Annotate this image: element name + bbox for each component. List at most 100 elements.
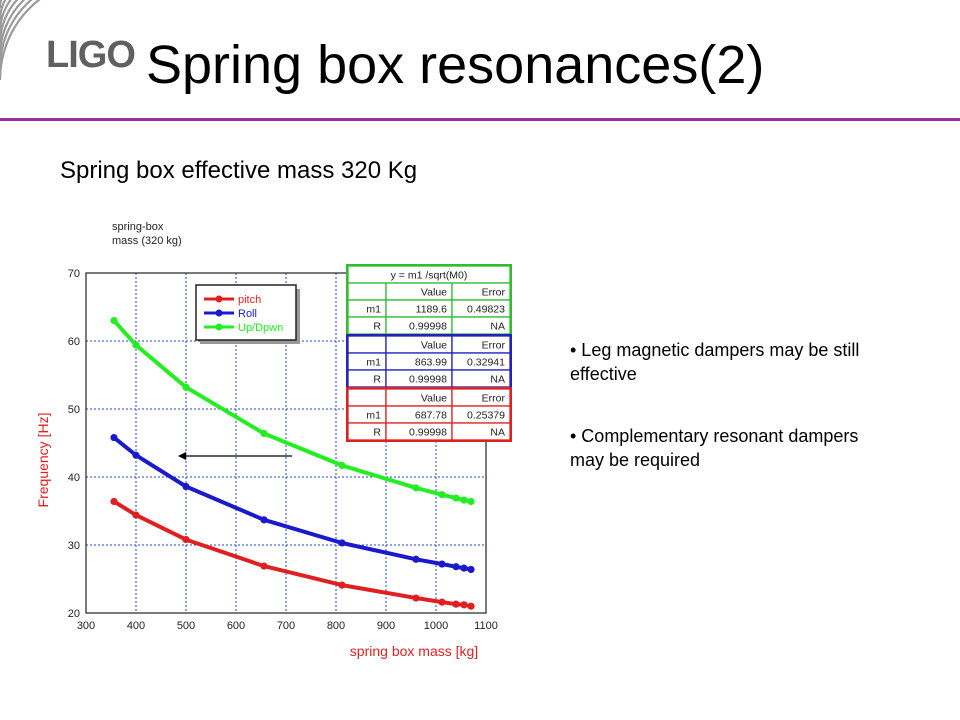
x-tick-label: 300	[77, 620, 95, 632]
data-point	[132, 451, 140, 459]
ligo-logo: LIGO	[46, 34, 136, 76]
data-point	[260, 562, 268, 570]
legend: pitch Roll Up/Dpwn	[195, 284, 300, 344]
fit-table-value: 0.32941	[467, 357, 505, 369]
data-point	[467, 602, 475, 610]
fit-table-header: Value	[421, 340, 447, 352]
series-line-roll	[112, 436, 472, 572]
legend-marker	[215, 295, 223, 303]
fit-table-value: 687.78	[415, 410, 447, 422]
data-point	[412, 484, 420, 492]
data-point	[460, 496, 468, 504]
data-point	[338, 461, 346, 470]
fit-table-value: 0.99998	[409, 427, 447, 439]
data-point	[338, 539, 346, 547]
fit-table-value: R	[373, 427, 381, 439]
data-point	[260, 429, 268, 438]
data-point	[467, 565, 475, 574]
data-point	[132, 341, 140, 349]
fit-table-value: 0.49823	[467, 304, 505, 316]
fit-table-value: m1	[366, 410, 381, 422]
bullet-list: • Leg magnetic dampers may be still effe…	[570, 338, 870, 510]
y-axis: 20 30 40 50 60 70	[68, 268, 80, 620]
fit-table-frame	[346, 387, 512, 442]
x-tick-label: 900	[377, 620, 395, 632]
fit-table-value: m1	[366, 357, 381, 369]
series-line-up-dpwn	[112, 319, 472, 504]
fit-table-value: NA	[490, 374, 505, 386]
legend-marker	[215, 323, 223, 331]
y-axis-label: Frequency [Hz]	[35, 413, 51, 508]
x-tick-label: 1100	[474, 620, 498, 632]
data-point	[110, 433, 118, 442]
data-point	[132, 511, 140, 519]
data-point	[110, 497, 118, 506]
fit-table-value: 0.99998	[409, 321, 447, 333]
plot-frame	[85, 272, 487, 614]
data-point	[260, 516, 268, 524]
fit-table-value: NA	[490, 427, 505, 439]
page-title: Spring box resonances(2)	[146, 35, 765, 95]
bullet-item: • Complementary resonant dampers may be …	[570, 426, 859, 470]
fit-table-value: 1189.6	[416, 304, 447, 316]
y-tick-label: 60	[68, 336, 80, 348]
data-point	[452, 600, 460, 608]
data-point	[438, 598, 446, 606]
x-tick-label: 600	[227, 620, 245, 632]
fit-table-header: Error	[482, 340, 506, 352]
fit-table-value: m1	[366, 304, 381, 316]
annotation-line-1: spring-box	[112, 221, 164, 233]
fit-table-value: 0.25379	[467, 410, 505, 422]
fit-table-value: 0.99998	[409, 374, 447, 386]
fit-formula: y = m1 /sqrt(M0)	[391, 270, 468, 282]
data-point	[438, 560, 446, 568]
legend-marker	[215, 309, 223, 317]
x-axis-label: spring box mass [kg]	[350, 643, 478, 659]
fit-table-header: Error	[482, 393, 506, 405]
data-point	[182, 482, 190, 491]
fit-table-header: Value	[421, 287, 447, 299]
data-point	[338, 581, 346, 589]
title-divider	[0, 118, 960, 121]
fit-tables: y = m1 /sqrt(M0) Value Error m1 1189.6 0.4982…	[346, 264, 512, 442]
fit-table-cell	[347, 282, 387, 301]
data-point	[182, 535, 190, 544]
fit-table-cell	[347, 388, 387, 407]
data-point	[438, 491, 446, 499]
x-axis: 300 400 500 600 700 800 900 1000 1100	[77, 620, 498, 632]
y-tick-label: 50	[68, 404, 80, 416]
legend-label: Up/Dpwn	[238, 322, 283, 334]
data-point	[452, 494, 460, 502]
y-tick-label: 40	[68, 472, 80, 484]
data-series	[110, 317, 475, 610]
fit-table-header: Error	[482, 287, 506, 299]
x-tick-label: 400	[127, 620, 145, 632]
data-point	[412, 594, 420, 602]
fit-table-value: 863.99	[415, 357, 447, 369]
data-point	[412, 555, 420, 563]
fit-table-value: R	[373, 374, 381, 386]
data-point	[467, 497, 475, 506]
y-tick-label: 70	[68, 268, 80, 280]
fit-table-header: Value	[421, 393, 447, 405]
y-tick-label: 20	[68, 608, 80, 620]
data-point	[182, 383, 190, 391]
y-tick-label: 30	[68, 540, 80, 552]
series-line-pitch	[112, 499, 472, 609]
bullet-item: • Leg magnetic dampers may be still effe…	[570, 340, 860, 384]
fit-table-cell	[347, 335, 387, 354]
annotation-line-2: mass (320 kg)	[112, 235, 182, 247]
x-tick-label: 700	[277, 620, 295, 632]
data-point	[452, 563, 460, 571]
data-point	[460, 564, 468, 572]
logo-arcs-decoration	[0, 0, 41, 81]
data-point	[460, 601, 468, 609]
data-point	[110, 317, 118, 325]
legend-label: pitch	[238, 294, 261, 306]
fit-table-value: R	[373, 321, 381, 333]
legend-label: Roll	[238, 308, 257, 320]
x-tick-label: 1000	[424, 620, 448, 632]
resonance-chart: 20 30 40 50 60 70 300 400 500 600 700 800 900 1000 11…	[35, 221, 512, 659]
subtitle: Spring box effective mass 320 Kg	[60, 157, 418, 184]
x-tick-label: 500	[177, 620, 195, 632]
